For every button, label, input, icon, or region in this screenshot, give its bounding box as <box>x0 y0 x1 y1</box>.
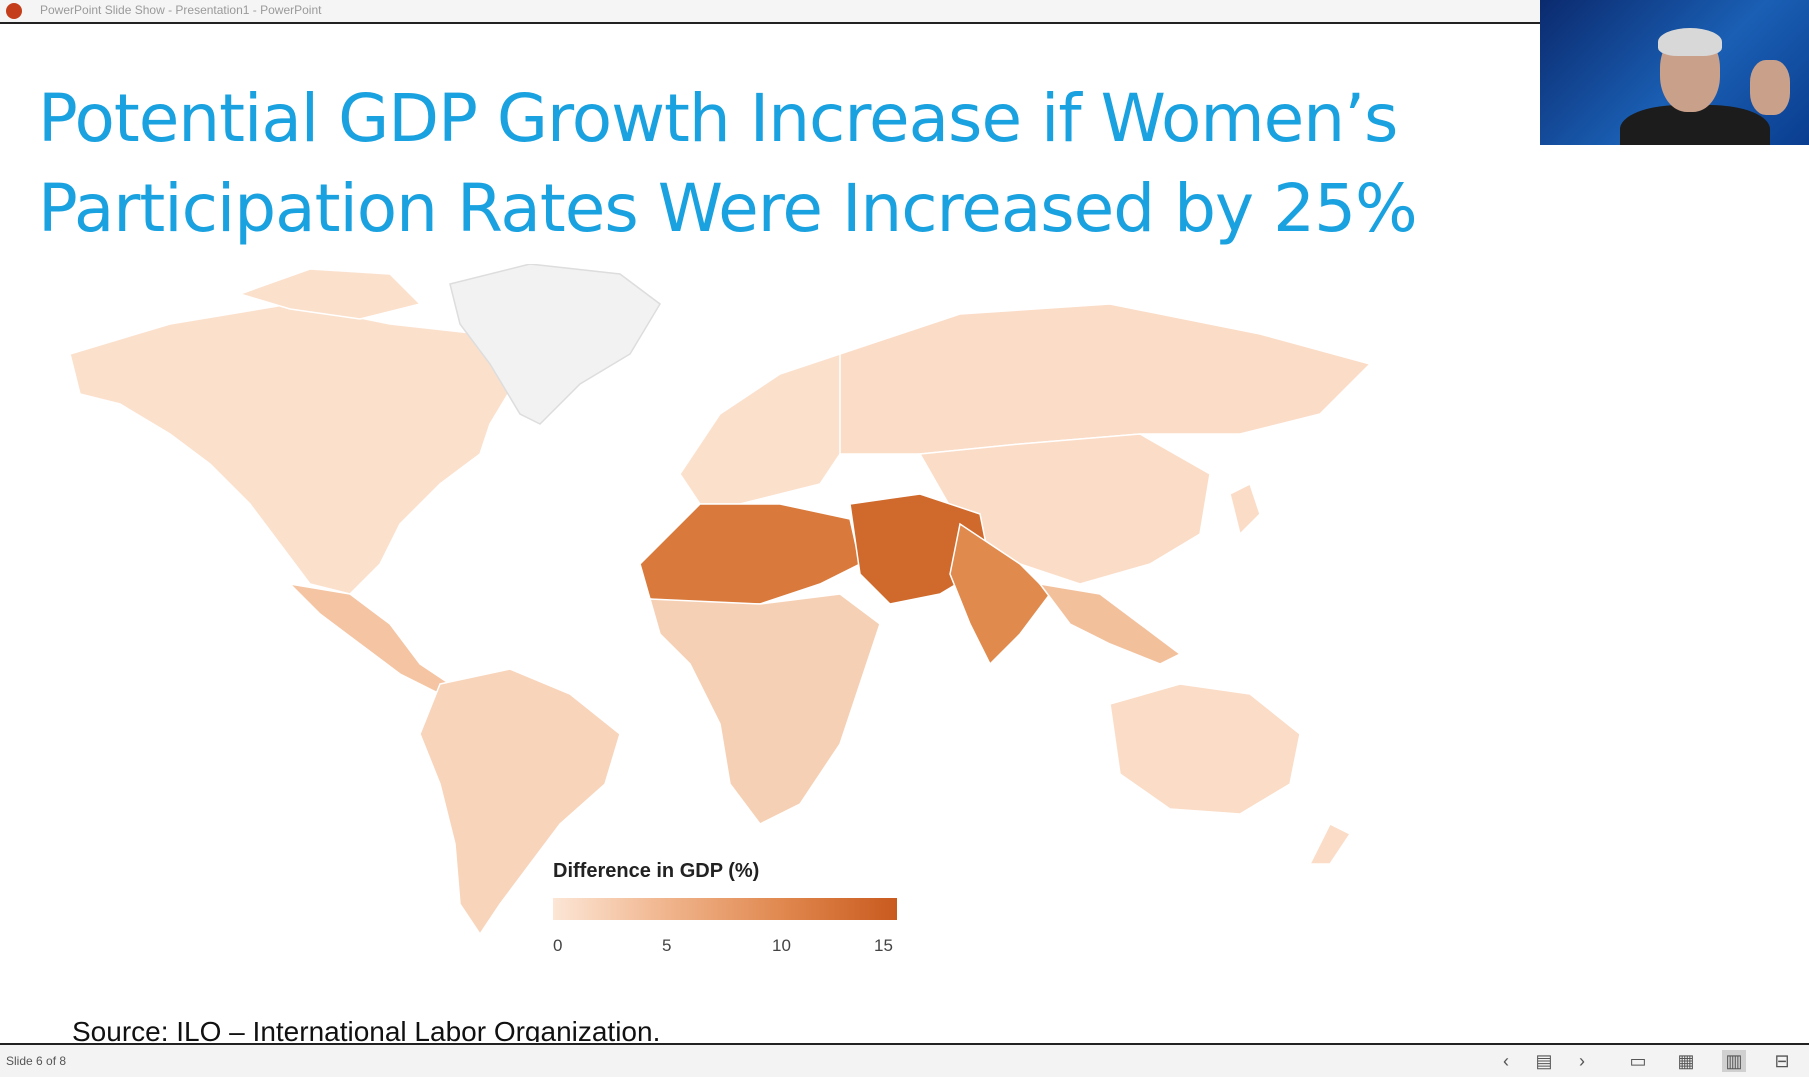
legend-tick-0: 0 <box>553 936 563 955</box>
slide[interactable]: Potential GDP Growth Increase if Women’s… <box>0 24 1809 1042</box>
region-japan <box>1229 482 1261 536</box>
region-europe <box>679 353 861 505</box>
legend-tick-10: 10 <box>772 936 791 955</box>
slide-title-line-1: Potential GDP Growth Increase if Women’s <box>38 80 1398 157</box>
presenter-webcam-overlay <box>1540 0 1809 145</box>
region-new-zealand <box>1308 822 1352 865</box>
region-australia <box>1109 683 1301 815</box>
region-mexico-central-america <box>287 582 452 695</box>
chevron-right-icon[interactable]: › <box>1579 1051 1585 1071</box>
legend-color-scale <box>553 898 897 920</box>
region-south-asia <box>949 522 1051 666</box>
legend-tick-5: 5 <box>662 936 672 955</box>
powerpoint-icon <box>6 3 22 19</box>
slide-title-line-2: Participation Rates Were Increased by 25… <box>38 170 1418 247</box>
presenter-hand <box>1750 60 1790 115</box>
slideshow-icon[interactable]: ⊟ <box>1774 1051 1790 1071</box>
presenter-hair <box>1658 28 1722 56</box>
slide-title: Potential GDP Growth Increase if Women’s… <box>38 74 1498 254</box>
region-southeast-asia <box>1038 582 1182 665</box>
slide-sorter-icon[interactable]: ▦ <box>1677 1051 1695 1071</box>
normal-view-icon[interactable]: ▭ <box>1629 1051 1647 1071</box>
region-sub-saharan-africa <box>648 593 881 825</box>
region-russia <box>839 303 1372 455</box>
legend-title: Difference in GDP (%) <box>553 860 760 882</box>
chevron-left-icon[interactable]: ‹ <box>1503 1051 1509 1071</box>
status-bar: Slide 6 of 8 ‹ ▤ › ▭ ▦ ▥ ⊟ <box>0 1043 1809 1077</box>
region-south-america <box>419 668 621 936</box>
world-choropleth-map <box>69 264 1372 936</box>
region-greenland <box>449 264 661 425</box>
reading-view-icon[interactable]: ▥ <box>1722 1050 1746 1072</box>
notes-icon[interactable]: ▤ <box>1535 1051 1553 1071</box>
slide-indicator: Slide 6 of 8 <box>6 1054 67 1068</box>
source-note: Source: ILO – International Labor Organi… <box>72 1016 661 1042</box>
legend-tick-15: 15 <box>874 936 893 955</box>
window-title: PowerPoint Slide Show - Presentation1 - … <box>40 3 322 17</box>
region-arctic-canada <box>237 268 422 320</box>
window-titlebar: PowerPoint Slide Show - Presentation1 - … <box>0 0 1809 24</box>
region-north-america <box>69 303 521 595</box>
region-north-africa <box>639 503 861 605</box>
